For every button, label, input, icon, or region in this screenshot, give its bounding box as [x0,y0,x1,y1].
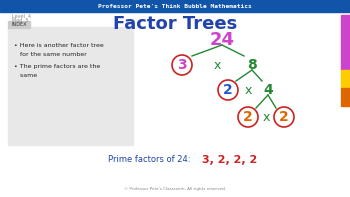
Bar [0,0,350,12]
Text: for the same number: for the same number [14,51,87,57]
Text: 8: 8 [247,58,257,72]
Bar [8,27,133,145]
Text: INDEX: INDEX [11,22,27,27]
Text: 3, 2, 2, 2: 3, 2, 2, 2 [202,155,257,165]
Bar [341,15,350,70]
Text: 24: 24 [210,31,235,49]
Text: x: x [262,111,270,124]
Text: © Professor Pete's Classroom. All rights reserved.: © Professor Pete's Classroom. All rights… [124,187,226,191]
Text: 4: 4 [263,83,273,97]
Bar [341,88,350,106]
Text: Factor Trees: Factor Trees [113,15,237,33]
Text: • Here is another factor tree: • Here is another factor tree [14,43,104,47]
Text: 2: 2 [279,110,289,124]
Text: x: x [213,59,221,72]
Bar [8,21,30,28]
Bar [341,70,350,88]
Text: 3: 3 [177,58,187,72]
Text: Level  4: Level 4 [12,14,31,19]
Text: 2: 2 [243,110,253,124]
Text: Mod  5: Mod 5 [12,18,28,22]
Text: Prime factors of 24:: Prime factors of 24: [108,155,190,164]
Text: same: same [14,72,37,77]
Text: • The prime factors are the: • The prime factors are the [14,63,100,69]
Text: 2: 2 [223,83,233,97]
Text: Professor Pete's Think Bubble Mathematics: Professor Pete's Think Bubble Mathematic… [98,4,252,8]
Text: x: x [244,84,252,97]
